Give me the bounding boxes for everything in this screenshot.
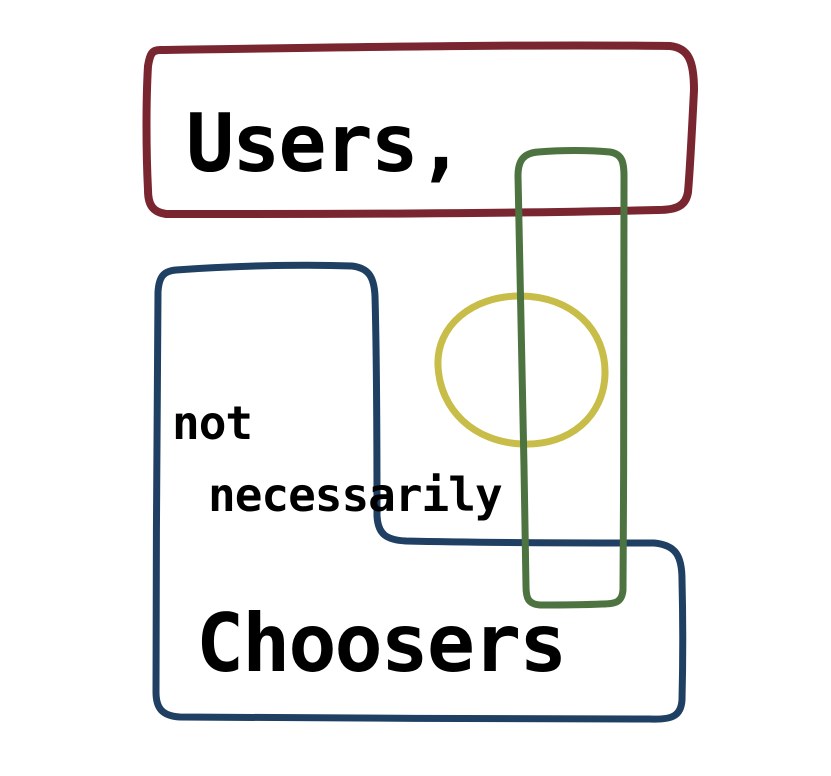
word-not: not xyxy=(172,396,253,450)
green-outline-shape xyxy=(514,147,628,609)
word-users: Users, xyxy=(186,97,465,190)
blue-outline-shape xyxy=(152,261,687,723)
red-outline-shape xyxy=(142,41,698,218)
word-necessarily: necessarily xyxy=(208,468,503,522)
word-choosers: Choosers xyxy=(196,597,567,690)
